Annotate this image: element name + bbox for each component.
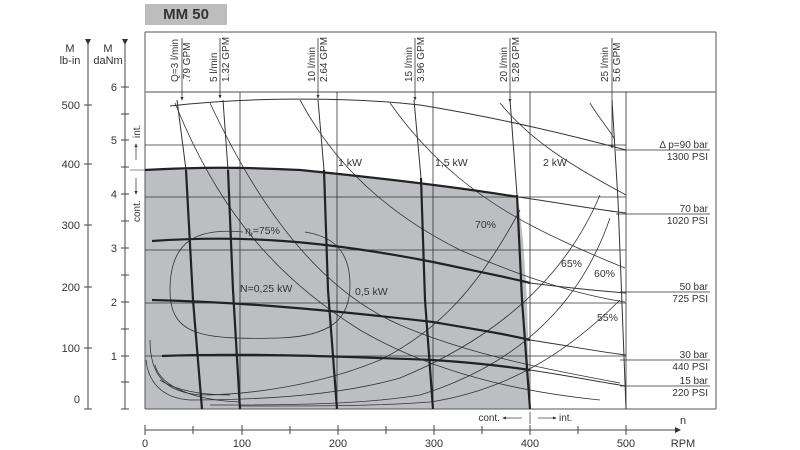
label-p30-psi: 440 PSI: [672, 362, 708, 373]
label-eff-70: 70%: [475, 219, 496, 231]
tick-danm-5: 5: [111, 135, 117, 147]
axis-rpm-name: n: [680, 415, 686, 427]
label-q15-gpm: 3.96 GPM: [416, 37, 427, 82]
tick-lbin-400: 400: [62, 159, 80, 171]
tick-danm-3: 3: [111, 243, 117, 255]
label-eff-75: ηt=75%: [245, 225, 280, 239]
label-q5-gpm: 1.32 GPM: [221, 37, 232, 82]
label-power-025: N=0,25 kW: [240, 283, 292, 295]
tick-danm-1: 1: [111, 351, 117, 363]
chart-title: MM 50: [145, 4, 227, 25]
label-q10-lmin: 10 l/min: [307, 47, 318, 82]
label-q20-lmin: 20 l/min: [499, 47, 510, 82]
label-p70-psi: 1020 PSI: [667, 216, 708, 227]
power-curves: [174, 99, 627, 401]
label-p70-bar: 70 bar: [680, 204, 709, 215]
label-power-05: 0,5 kW: [355, 286, 388, 298]
flow-lines: [184, 169, 532, 410]
label-q3-lmin: Q=3 l/min: [170, 39, 181, 82]
label-p50-bar: 50 bar: [680, 282, 709, 293]
axis-lbin-unit: lb-in: [60, 55, 81, 67]
tick-danm-2: 2: [111, 297, 117, 309]
label-q10-gpm: 2.64 GPM: [319, 37, 330, 82]
axis-danm-name: M: [103, 43, 112, 55]
tick-rpm-200: 200: [329, 438, 347, 450]
tick-danm-4: 4: [111, 189, 117, 201]
tick-lbin-0: 0: [74, 394, 80, 406]
label-power-1: 1 kW: [338, 157, 362, 169]
label-q3-gpm: .79 GPM: [182, 43, 193, 82]
flow-label-leaders: [180, 38, 614, 149]
tick-rpm-0: 0: [142, 438, 148, 450]
label-p50-psi: 725 PSI: [672, 294, 708, 305]
label-p90-bar: Δ p=90 bar: [659, 140, 708, 151]
label-q5-lmin: 5 l/min: [209, 53, 220, 82]
tick-rpm-300: 300: [425, 438, 443, 450]
flow-lines-thin: [176, 99, 627, 410]
axis-rpm: [144, 425, 681, 435]
label-q15-lmin: 15 l/min: [404, 47, 415, 82]
tick-lbin-200: 200: [62, 282, 80, 294]
tick-rpm-500: 500: [617, 438, 635, 450]
tick-danm-6: 6: [111, 82, 117, 94]
tick-lbin-100: 100: [62, 343, 80, 355]
label-p15-psi: 220 PSI: [672, 388, 708, 399]
label-eff-60: 60%: [594, 268, 615, 280]
tick-rpm-100: 100: [233, 438, 251, 450]
pressure-label-leaders: [616, 149, 710, 387]
tick-rpm-400: 400: [521, 438, 539, 450]
label-q20-gpm: 5.28 GPM: [511, 37, 522, 82]
label-p30-bar: 30 bar: [680, 350, 709, 361]
label-q25-gpm: 5.6 GPM: [612, 43, 623, 82]
axis-rpm-unit: RPM: [671, 438, 695, 450]
int-label-vertical: int.: [132, 125, 143, 138]
efficiency-curves: [145, 194, 621, 407]
tick-lbin-300: 300: [62, 220, 80, 232]
axis-lbin: [84, 39, 92, 410]
label-p15-bar: 15 bar: [680, 376, 709, 387]
cont-label-x: cont.: [478, 413, 500, 424]
continuous-region: [145, 167, 530, 409]
label-power-15: 1,5 kW: [435, 157, 468, 169]
label-p90-psi: 1300 PSI: [667, 152, 708, 163]
label-q25-lmin: 25 l/min: [600, 47, 611, 82]
label-eff-55: 55%: [597, 312, 618, 324]
label-power-2: 2 kW: [543, 157, 567, 169]
cont-label-vertical: cont.: [132, 200, 143, 222]
label-eff-65: 65%: [561, 258, 582, 270]
int-label-x: int.: [559, 413, 572, 424]
pressure-curves-thin: [169, 98, 627, 387]
axis-danm-unit: daNm: [93, 55, 122, 67]
axis-danm: [121, 39, 145, 410]
pressure-curves: [144, 166, 531, 372]
tick-lbin-500: 500: [62, 100, 80, 112]
axis-lbin-name: M: [65, 43, 74, 55]
